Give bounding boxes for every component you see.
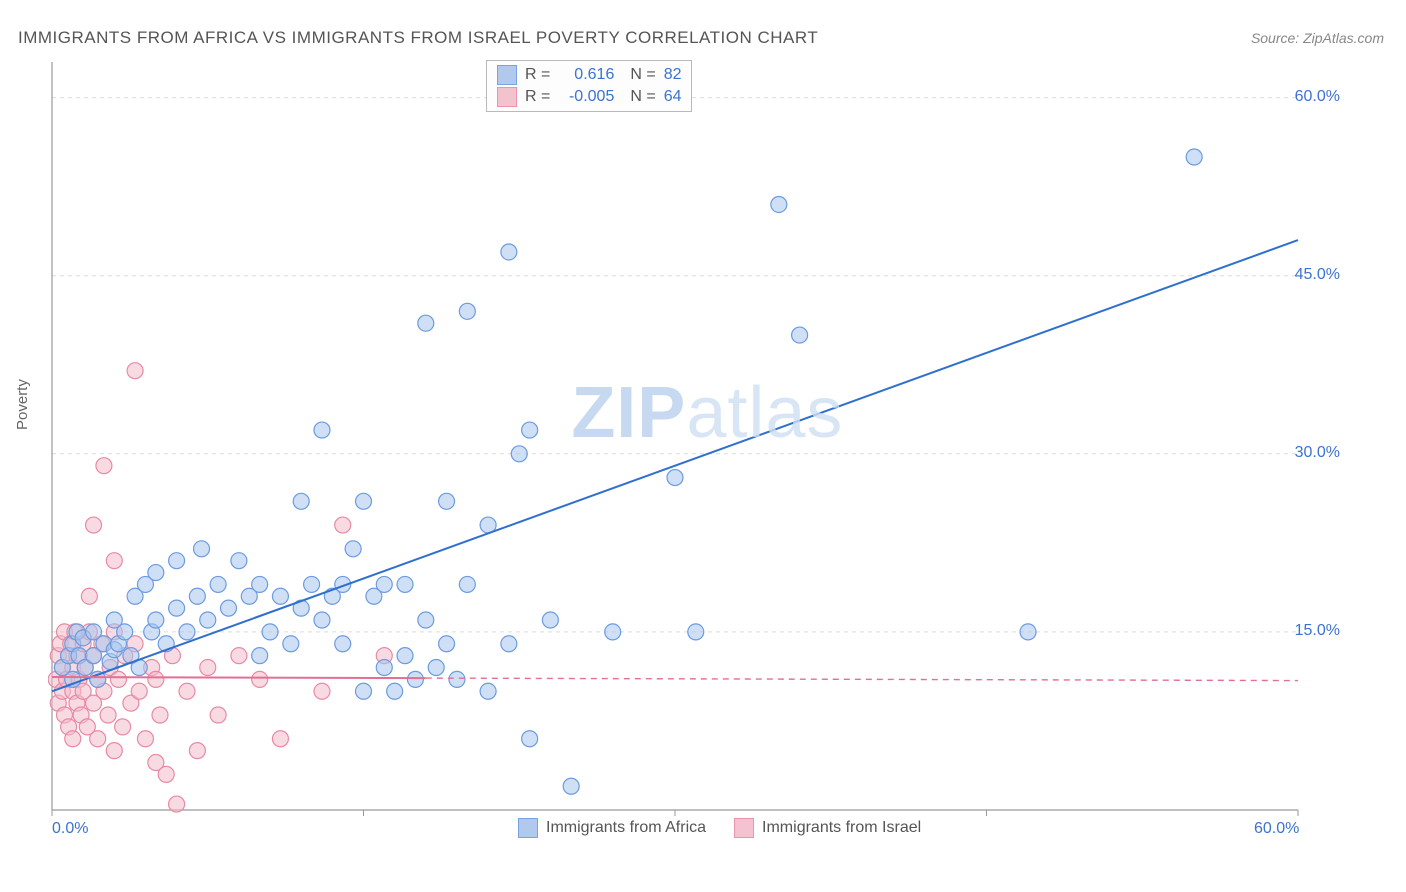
series-legend: Immigrants from Africa Immigrants from Is… [518, 818, 921, 838]
source-attribution: Source: ZipAtlas.com [1251, 30, 1384, 46]
legend-swatch [518, 818, 538, 838]
chart-title: IMMIGRANTS FROM AFRICA VS IMMIGRANTS FRO… [18, 28, 818, 48]
n-value: 64 [664, 88, 682, 106]
correlation-legend: R = 0.616 N = 82 R = -0.005 N = 64 [486, 60, 692, 112]
y-tick-label: 30.0% [1295, 444, 1340, 462]
x-tick-label: 60.0% [1254, 820, 1299, 838]
legend-row: R = -0.005 N = 64 [497, 87, 681, 107]
y-tick-label: 60.0% [1295, 88, 1340, 106]
n-label: N = [630, 88, 655, 106]
y-tick-label: 15.0% [1295, 622, 1340, 640]
n-label: N = [630, 66, 655, 84]
series-name: Immigrants from Africa [546, 819, 706, 837]
legend-row: R = 0.616 N = 82 [497, 65, 681, 85]
r-value: 0.616 [558, 66, 614, 84]
legend-item: Immigrants from Israel [734, 818, 921, 838]
plot-area: ZIPatlas 15.0%30.0%45.0%60.0%0.0%60.0% [48, 58, 1358, 828]
y-tick-label: 45.0% [1295, 266, 1340, 284]
r-label: R = [525, 66, 550, 84]
legend-swatch [497, 87, 517, 107]
source-value: ZipAtlas.com [1303, 30, 1384, 46]
source-label: Source: [1251, 30, 1303, 46]
x-tick-label: 0.0% [52, 820, 88, 838]
r-label: R = [525, 88, 550, 106]
legend-item: Immigrants from Africa [518, 818, 706, 838]
legend-swatch [734, 818, 754, 838]
series-name: Immigrants from Israel [762, 819, 921, 837]
scatter-chart [48, 58, 1358, 828]
y-axis-label: Poverty [14, 379, 31, 430]
legend-swatch [497, 65, 517, 85]
r-value: -0.005 [558, 88, 614, 106]
n-value: 82 [664, 66, 682, 84]
